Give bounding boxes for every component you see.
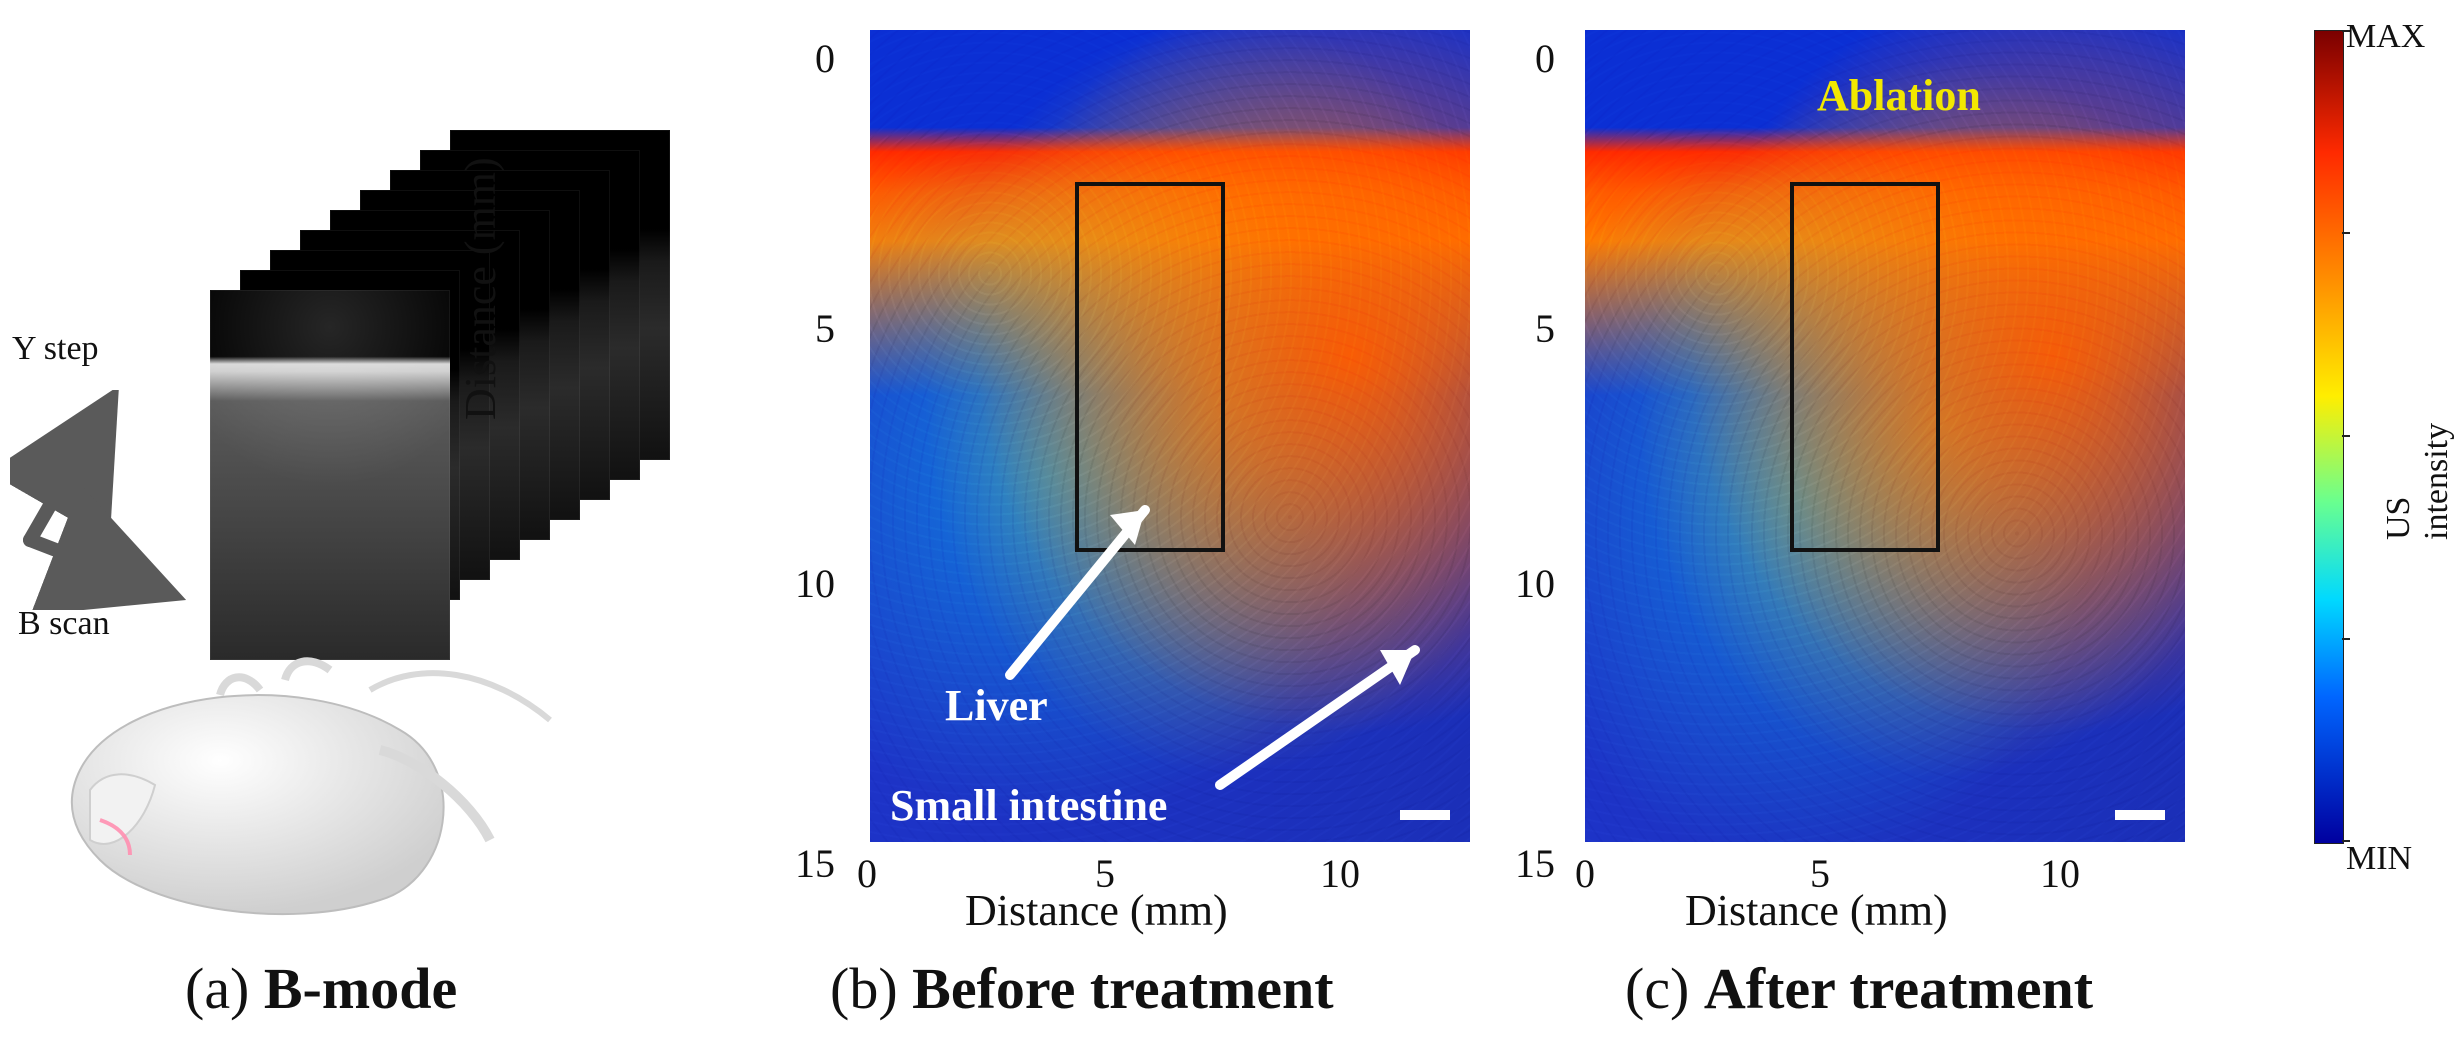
panel-c-us-image: Ablation xyxy=(1585,30,2185,842)
b-scan-arrow xyxy=(23,484,187,610)
panel-c-roi-box xyxy=(1790,182,1940,552)
panel-b-caption-bold: Before treatment xyxy=(912,956,1334,1021)
bscan-front-slice xyxy=(210,290,450,660)
panel-b-liver-label: Liver xyxy=(945,681,1048,730)
panel-c-x-tick: 0 xyxy=(1575,851,1595,896)
colorbar-tick xyxy=(2342,638,2350,640)
panel-c-ablation-label: Ablation xyxy=(1817,71,1981,120)
panel-b-caption-prefix: (b) xyxy=(830,956,898,1021)
colorbar-max-label: MAX xyxy=(2346,18,2426,55)
panel-b-us-image: Liver Small intestine xyxy=(870,30,1470,842)
panel-b-small-intestine-label: Small intestine xyxy=(890,781,1168,830)
panel-c-caption-bold: After treatment xyxy=(1703,956,2094,1021)
mouse-illustration xyxy=(70,657,552,916)
panel-c-caption-prefix: (c) xyxy=(1625,956,1690,1021)
panel-b-y-tick: 15 xyxy=(795,841,835,886)
colorbar xyxy=(2314,30,2344,844)
panel-b-x-tick: 5 xyxy=(1095,851,1115,896)
b-scan-label: B scan xyxy=(18,605,110,642)
panel-c-x-tick: 5 xyxy=(1810,851,1830,896)
panel-a-caption-bold: B-mode xyxy=(263,956,458,1021)
colorbar-tick xyxy=(2342,232,2350,234)
panel-c-after-treatment: 0 5 10 15 Ablation 0 5 10 Distance (mm) … xyxy=(1490,0,2310,1061)
axes-arrows xyxy=(10,390,187,610)
y-step-arrow xyxy=(10,390,119,547)
panel-b-y-axis-label: Distance (mm) xyxy=(456,157,505,420)
colorbar-title: US intensity xyxy=(2380,422,2455,540)
panel-c-caption: (c) After treatment xyxy=(1625,955,2093,1022)
panel-b-x-axis-label: Distance (mm) xyxy=(965,886,1228,935)
panel-b-roi-box xyxy=(1075,182,1225,552)
panel-c-y-tick: 15 xyxy=(1515,841,1555,886)
panel-c-x-tick: 10 xyxy=(2040,851,2080,896)
panel-b-before-treatment: Distance (mm) 0 5 10 15 Liver Small inte… xyxy=(456,0,1480,1061)
panel-b-y-tick: 10 xyxy=(795,561,835,606)
panel-a-caption: (a) B-mode xyxy=(185,955,457,1022)
panel-b-y-tick: 5 xyxy=(815,306,835,351)
panel-a-bmode-illustration: Y step B scan (a) B-mode xyxy=(0,0,670,1021)
panel-b-caption: (b) Before treatment xyxy=(830,955,1334,1022)
panel-b-y-tick: 0 xyxy=(815,36,835,81)
panel-c-scalebar xyxy=(2115,810,2165,820)
colorbar-tick xyxy=(2342,435,2350,437)
panel-b-scalebar xyxy=(1400,810,1450,820)
panel-b-x-tick: 10 xyxy=(1320,851,1360,896)
bscan-stack xyxy=(210,130,670,690)
liver-arrow xyxy=(1005,505,1150,680)
panel-b-x-tick: 0 xyxy=(857,851,877,896)
colorbar-tick xyxy=(2342,840,2350,842)
panel-a-caption-prefix: (a) xyxy=(185,956,250,1021)
panel-c-y-tick: 0 xyxy=(1535,36,1555,81)
colorbar-min-label: MIN xyxy=(2346,840,2413,877)
y-step-label: Y step xyxy=(12,330,99,367)
panel-c-y-tick: 5 xyxy=(1535,306,1555,351)
small-intestine-arrow xyxy=(1215,645,1420,790)
panel-c-y-tick: 10 xyxy=(1515,561,1555,606)
panel-c-x-axis-label: Distance (mm) xyxy=(1685,886,1948,935)
colorbar-tick xyxy=(2342,30,2350,32)
